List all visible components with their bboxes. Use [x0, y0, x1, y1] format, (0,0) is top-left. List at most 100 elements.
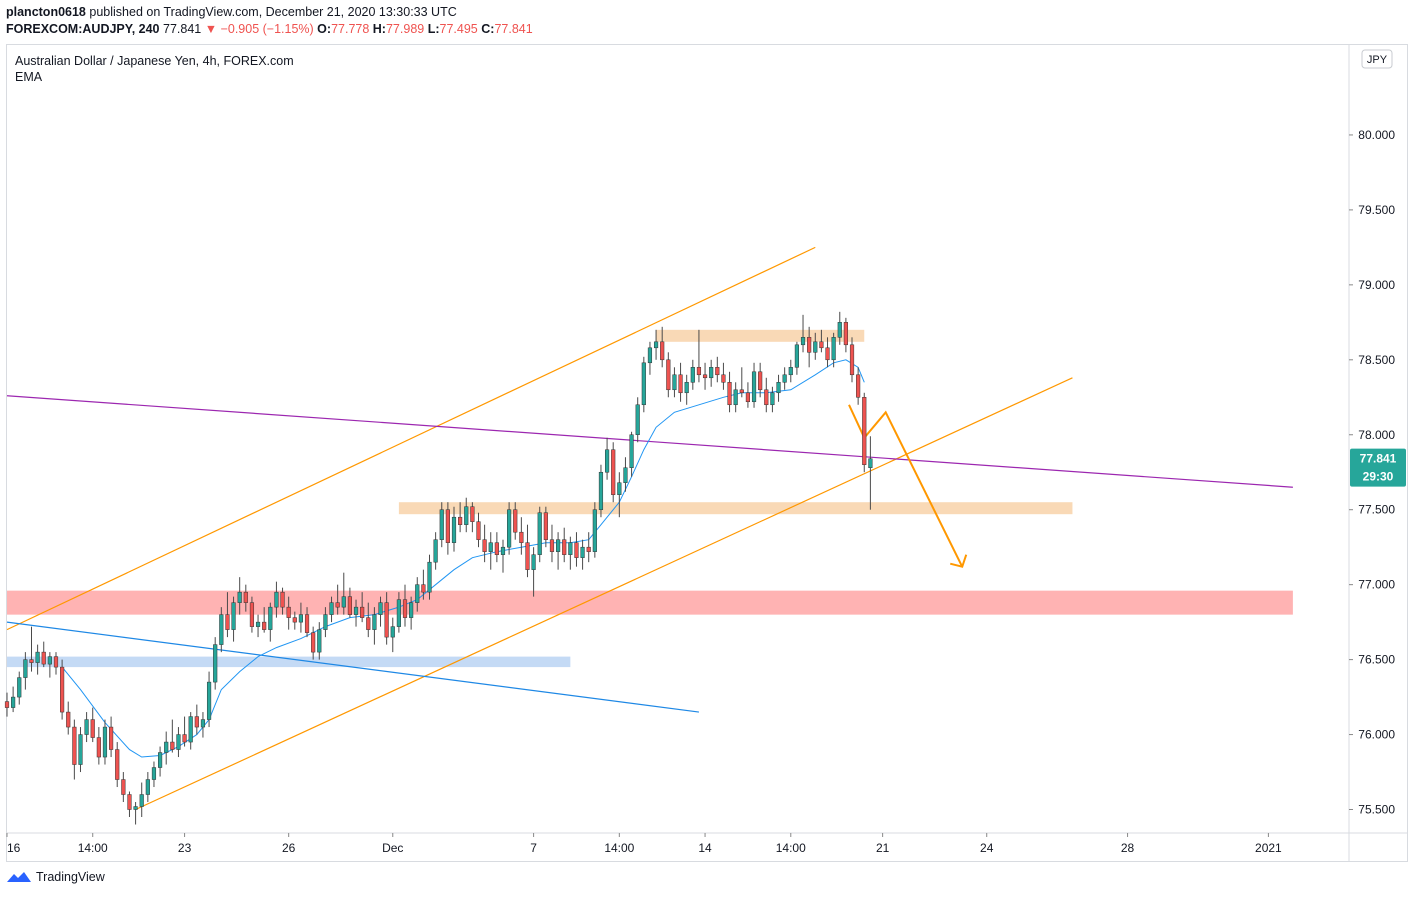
- footer-brand: TradingView: [36, 870, 105, 884]
- candle-body: [500, 546, 506, 555]
- candle: [311, 626, 316, 660]
- candle-body: [60, 666, 65, 713]
- currency-button-label: JPY: [1367, 54, 1388, 66]
- candle-body: [298, 614, 304, 623]
- candle: [439, 502, 444, 548]
- candle-body: [586, 546, 591, 552]
- candle-body: [721, 374, 726, 383]
- price-tag-bg: [1350, 448, 1406, 487]
- candle: [629, 431, 634, 477]
- channel-lower-line: [135, 377, 1073, 811]
- candle: [286, 596, 291, 630]
- candle-body: [556, 539, 561, 552]
- candle-body: [347, 596, 352, 615]
- candle: [237, 577, 242, 615]
- candle-body: [549, 539, 555, 552]
- candle-body: [304, 614, 310, 633]
- candle-body: [464, 506, 469, 525]
- candle: [66, 701, 71, 735]
- candle: [243, 584, 248, 612]
- candle-body: [819, 341, 824, 349]
- close-label: C:: [481, 22, 495, 36]
- candle: [451, 506, 457, 552]
- chart-frame[interactable]: [6, 44, 1408, 862]
- candle-body: [372, 614, 377, 630]
- currency-button[interactable]: JPY: [1361, 49, 1393, 69]
- candle: [849, 337, 855, 383]
- candle-body: [531, 554, 536, 570]
- candle-body: [494, 542, 499, 555]
- candle: [372, 607, 377, 645]
- symbol-ohlc-bar: FOREXCOM:AUDJPY, 240 77.841 ▼ −0.905 (−1…: [6, 22, 533, 36]
- author-name[interactable]: plancton0618: [6, 5, 86, 19]
- candle-body: [194, 716, 199, 728]
- candle-body: [121, 779, 126, 795]
- candle: [127, 791, 132, 818]
- price-tags-layer: 77.841 29:30 JPY: [1350, 49, 1406, 487]
- candle-body: [758, 371, 763, 391]
- candle-body: [580, 546, 585, 558]
- candle: [96, 727, 101, 765]
- candle-body: [176, 734, 181, 750]
- candle: [433, 532, 438, 570]
- blue-zone: [7, 656, 571, 668]
- candle: [604, 437, 610, 480]
- candle-body: [378, 602, 383, 615]
- candle: [53, 652, 59, 675]
- y-tick-label: 79.500: [1358, 203, 1395, 217]
- legend-indicator[interactable]: EMA: [15, 70, 43, 84]
- x-tick-label: Dec: [382, 841, 403, 855]
- candle-body: [513, 509, 518, 533]
- candle: [611, 442, 616, 503]
- current-price-tag[interactable]: 77.841 29:30: [1350, 448, 1406, 487]
- candle: [23, 652, 28, 690]
- candle: [90, 707, 95, 743]
- candle-body: [843, 322, 848, 346]
- ema-line: [61, 359, 865, 758]
- candle-body: [543, 512, 548, 540]
- candle-body: [439, 509, 444, 540]
- candle: [672, 367, 677, 398]
- x-tick-label: 26: [282, 841, 296, 855]
- candle-body: [458, 516, 463, 525]
- candle-body: [702, 374, 708, 379]
- candle-body: [255, 621, 261, 627]
- symbol-label[interactable]: FOREXCOM:AUDJPY, 240: [6, 22, 160, 36]
- candle-body: [170, 741, 175, 750]
- tradingview-footer[interactable]: TradingView: [6, 870, 105, 884]
- candle-body: [341, 596, 346, 608]
- candle-body: [329, 602, 334, 615]
- candle-body: [292, 617, 297, 623]
- candle-body: [574, 542, 579, 558]
- candle-body: [751, 371, 757, 403]
- legend-title[interactable]: Australian Dollar / Japanese Yen, 4h, FO…: [15, 54, 294, 68]
- candle-body: [35, 651, 40, 663]
- candle: [317, 622, 322, 660]
- candle: [727, 371, 732, 413]
- candle: [476, 512, 481, 548]
- candle: [794, 341, 799, 375]
- chart-legend: Australian Dollar / Japanese Yen, 4h, FO…: [15, 53, 294, 85]
- candle-body: [807, 337, 812, 353]
- candle: [323, 607, 328, 638]
- candle-body: [231, 602, 236, 630]
- candle-body: [611, 449, 616, 495]
- candle-body: [537, 512, 542, 555]
- open-value: 77.778: [331, 22, 370, 36]
- candle-body: [678, 374, 683, 394]
- candle-body: [366, 617, 371, 630]
- candle-body: [127, 794, 132, 810]
- candle: [366, 602, 371, 638]
- candle: [145, 772, 150, 803]
- candle: [219, 607, 224, 653]
- candle-body: [837, 322, 842, 338]
- support-zone: [398, 502, 1073, 515]
- trendlines-layer: [6, 246, 1293, 811]
- candle: [721, 362, 726, 390]
- candle-body: [617, 482, 622, 495]
- candle: [733, 382, 738, 413]
- candle: [592, 502, 597, 558]
- candle: [837, 311, 842, 345]
- candle-body: [831, 337, 836, 361]
